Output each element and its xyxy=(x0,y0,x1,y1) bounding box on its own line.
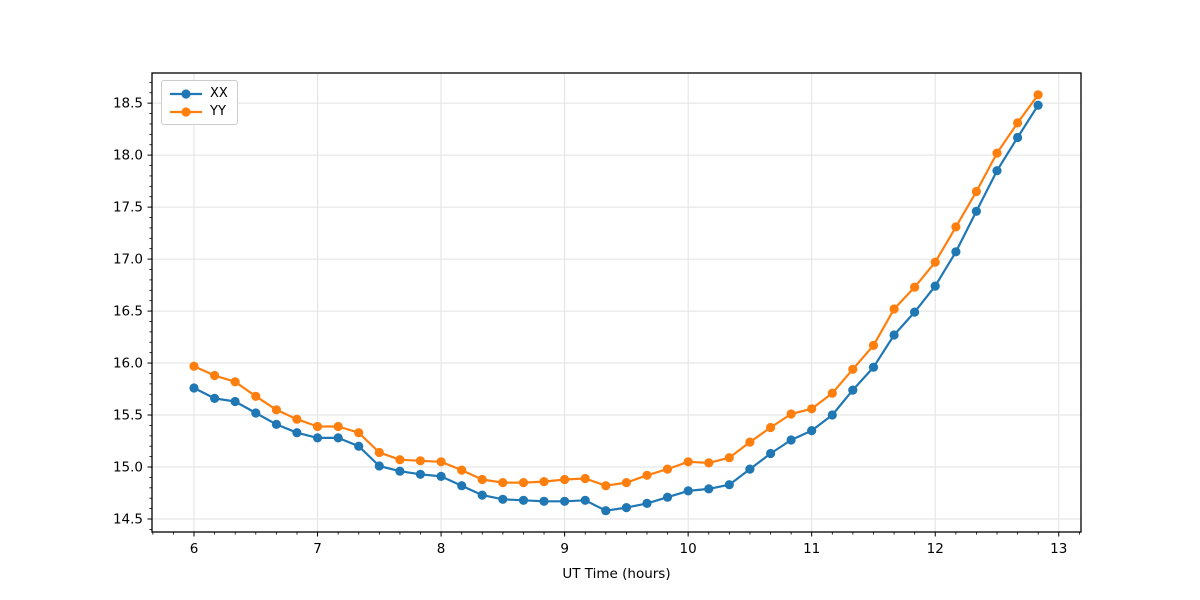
svg-text:15.0: 15.0 xyxy=(113,460,143,476)
svg-text:18.5: 18.5 xyxy=(113,96,143,112)
legend-label-yy: YY xyxy=(210,104,226,119)
svg-text:11: 11 xyxy=(803,541,820,557)
svg-text:12: 12 xyxy=(927,541,944,557)
svg-text:14.5: 14.5 xyxy=(113,512,143,528)
legend-entry-xx: XX xyxy=(169,85,228,102)
svg-text:18.0: 18.0 xyxy=(113,148,143,164)
svg-text:13: 13 xyxy=(1050,541,1067,557)
svg-text:16.5: 16.5 xyxy=(113,304,143,320)
legend-entry-yy: YY xyxy=(169,103,228,120)
line-marker-icon xyxy=(170,106,202,117)
svg-text:16.0: 16.0 xyxy=(113,356,143,372)
legend: XX YY xyxy=(161,80,238,125)
svg-text:15.5: 15.5 xyxy=(113,408,143,424)
svg-text:6: 6 xyxy=(190,541,199,557)
legend-label-xx: XX xyxy=(210,86,228,101)
line-marker-icon xyxy=(170,88,202,99)
svg-text:17.5: 17.5 xyxy=(113,200,143,216)
svg-text:9: 9 xyxy=(560,541,569,557)
svg-text:8: 8 xyxy=(437,541,446,557)
svg-text:7: 7 xyxy=(313,541,322,557)
svg-text:10: 10 xyxy=(680,541,697,557)
svg-text:17.0: 17.0 xyxy=(113,252,143,268)
x-axis-label: UT Time (hours) xyxy=(562,566,671,582)
